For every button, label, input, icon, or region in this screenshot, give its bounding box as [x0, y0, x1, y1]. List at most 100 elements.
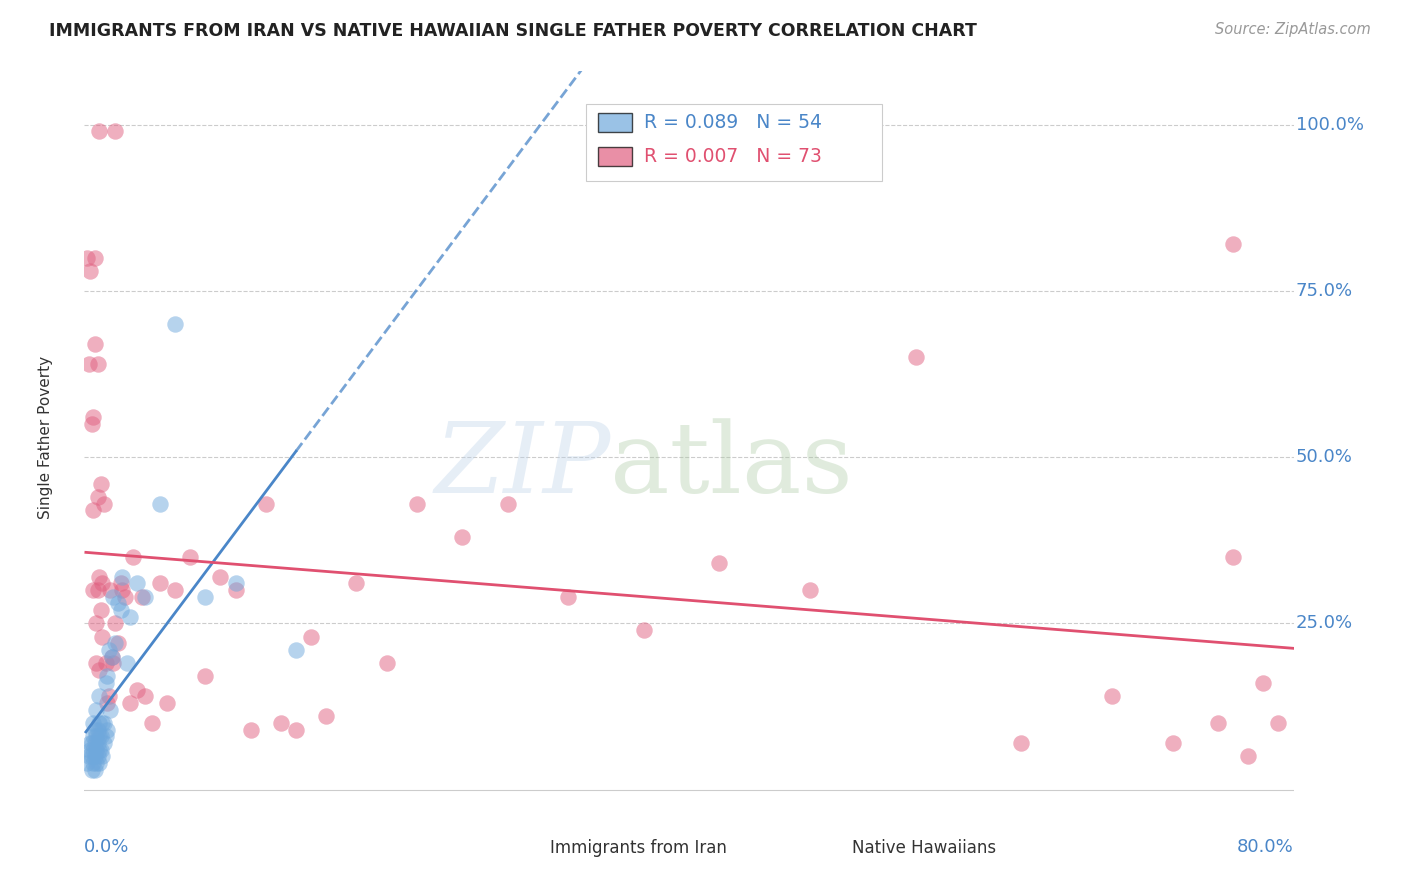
- Point: [127, 682, 149, 697]
- Point: [90, 742, 112, 756]
- FancyBboxPatch shape: [586, 104, 883, 181]
- Point: [80, 417, 103, 431]
- Point: [1101, 690, 1123, 704]
- Point: [89, 690, 111, 704]
- Point: [315, 709, 337, 723]
- Text: Single Father Poverty: Single Father Poverty: [38, 356, 53, 518]
- Text: R = 0.007   N = 73: R = 0.007 N = 73: [644, 147, 823, 167]
- Text: Native Hawaiians: Native Hawaiians: [852, 839, 997, 857]
- Point: [1011, 736, 1033, 750]
- FancyBboxPatch shape: [513, 838, 540, 858]
- Point: [107, 636, 129, 650]
- Text: Source: ZipAtlas.com: Source: ZipAtlas.com: [1215, 22, 1371, 37]
- Point: [156, 696, 179, 710]
- Point: [194, 590, 217, 604]
- Point: [82, 716, 104, 731]
- Point: [80, 736, 103, 750]
- Text: 80.0%: 80.0%: [1237, 838, 1294, 856]
- Point: [104, 616, 127, 631]
- Point: [91, 749, 114, 764]
- Point: [406, 497, 429, 511]
- Point: [97, 690, 120, 704]
- Point: [93, 497, 115, 511]
- Point: [84, 723, 107, 737]
- Point: [89, 756, 111, 770]
- Point: [101, 656, 124, 670]
- Point: [134, 690, 156, 704]
- Point: [1237, 749, 1260, 764]
- Point: [80, 749, 103, 764]
- Point: [1161, 736, 1184, 750]
- Point: [94, 676, 117, 690]
- Point: [134, 590, 156, 604]
- Text: 50.0%: 50.0%: [1296, 448, 1353, 466]
- Point: [84, 251, 107, 265]
- Point: [76, 756, 98, 770]
- Point: [79, 264, 101, 278]
- Point: [1222, 237, 1244, 252]
- Point: [496, 497, 519, 511]
- Point: [84, 763, 107, 777]
- Point: [77, 357, 100, 371]
- Point: [93, 736, 115, 750]
- Point: [149, 576, 172, 591]
- Point: [1206, 716, 1229, 731]
- Point: [111, 570, 134, 584]
- Point: [89, 716, 111, 731]
- Point: [100, 649, 122, 664]
- Point: [87, 357, 110, 371]
- Text: R = 0.089   N = 54: R = 0.089 N = 54: [644, 113, 823, 132]
- Point: [149, 497, 172, 511]
- Point: [98, 582, 121, 597]
- Point: [82, 582, 104, 597]
- Point: [110, 603, 132, 617]
- Point: [80, 763, 103, 777]
- Point: [82, 729, 104, 743]
- Point: [86, 729, 108, 743]
- Point: [84, 337, 107, 351]
- Point: [111, 582, 134, 597]
- Text: atlas: atlas: [610, 418, 853, 514]
- Point: [904, 351, 927, 365]
- Point: [165, 582, 187, 597]
- Point: [86, 656, 108, 670]
- Point: [77, 749, 100, 764]
- Text: IMMIGRANTS FROM IRAN VS NATIVE HAWAIIAN SINGLE FATHER POVERTY CORRELATION CHART: IMMIGRANTS FROM IRAN VS NATIVE HAWAIIAN …: [49, 22, 977, 40]
- Point: [79, 736, 101, 750]
- Text: 25.0%: 25.0%: [1296, 615, 1353, 632]
- Point: [107, 596, 129, 610]
- Point: [86, 616, 108, 631]
- Point: [84, 736, 107, 750]
- Point: [86, 756, 108, 770]
- Text: 100.0%: 100.0%: [1296, 116, 1364, 134]
- Point: [100, 649, 122, 664]
- FancyBboxPatch shape: [599, 113, 633, 132]
- Point: [110, 576, 132, 591]
- Text: 0.0%: 0.0%: [84, 838, 129, 856]
- Point: [114, 590, 136, 604]
- Point: [93, 716, 115, 731]
- Text: Immigrants from Iran: Immigrants from Iran: [550, 839, 727, 857]
- Point: [225, 582, 247, 597]
- Point: [82, 503, 104, 517]
- Point: [90, 603, 112, 617]
- Point: [127, 576, 149, 591]
- Point: [87, 582, 110, 597]
- Point: [87, 723, 110, 737]
- Point: [76, 251, 98, 265]
- Point: [239, 723, 262, 737]
- Point: [96, 696, 118, 710]
- Point: [87, 749, 110, 764]
- Point: [82, 756, 104, 770]
- Point: [375, 656, 398, 670]
- Point: [299, 630, 322, 644]
- Point: [89, 742, 111, 756]
- Point: [94, 729, 117, 743]
- Point: [633, 623, 655, 637]
- Point: [89, 729, 111, 743]
- Point: [254, 497, 277, 511]
- Point: [451, 530, 474, 544]
- Point: [285, 723, 308, 737]
- Point: [285, 643, 308, 657]
- Point: [87, 490, 110, 504]
